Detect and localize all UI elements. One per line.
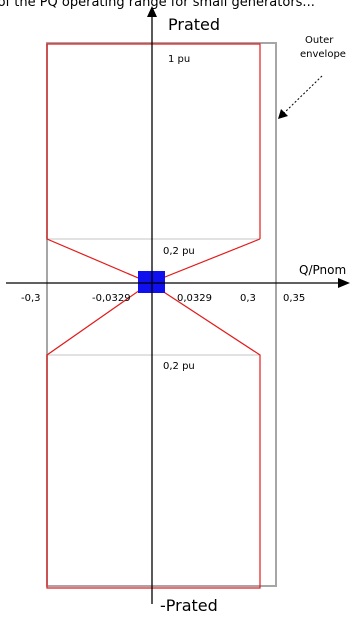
x-tick-pos-0-3: 0,3 bbox=[240, 293, 256, 304]
x-tick-neg-0-3: -0,3 bbox=[21, 293, 41, 304]
x-axis-label: Q/Pnom bbox=[299, 263, 346, 277]
y-axis-arrowhead bbox=[147, 6, 157, 17]
outer-envelope-rectangle bbox=[46, 42, 277, 587]
x-tick-pos-0-35: 0,35 bbox=[283, 293, 305, 304]
x-tick-neg-0-0329: -0,0329 bbox=[92, 293, 131, 304]
lower-0-2pu-label: 0,2 pu bbox=[163, 361, 195, 372]
x-axis-arrowhead bbox=[338, 278, 350, 288]
x-tick-pos-0-0329: 0,0329 bbox=[177, 293, 212, 304]
top-caption: ...of the PQ operating range for small g… bbox=[0, 0, 315, 10]
y-axis-bottom-label: -Prated bbox=[160, 596, 218, 615]
one-pu-label: 1 pu bbox=[168, 54, 190, 65]
outer-envelope-label-line1: Outer bbox=[305, 35, 334, 46]
y-axis-top-label: Prated bbox=[168, 15, 220, 34]
red-operating-boundary bbox=[46, 43, 261, 589]
outer-envelope-label-line2: envelope bbox=[300, 49, 346, 60]
outer-envelope-callout-line bbox=[282, 75, 323, 115]
outer-envelope-callout-arrowhead bbox=[278, 109, 288, 119]
upper-0-2pu-label: 0,2 pu bbox=[163, 246, 195, 257]
